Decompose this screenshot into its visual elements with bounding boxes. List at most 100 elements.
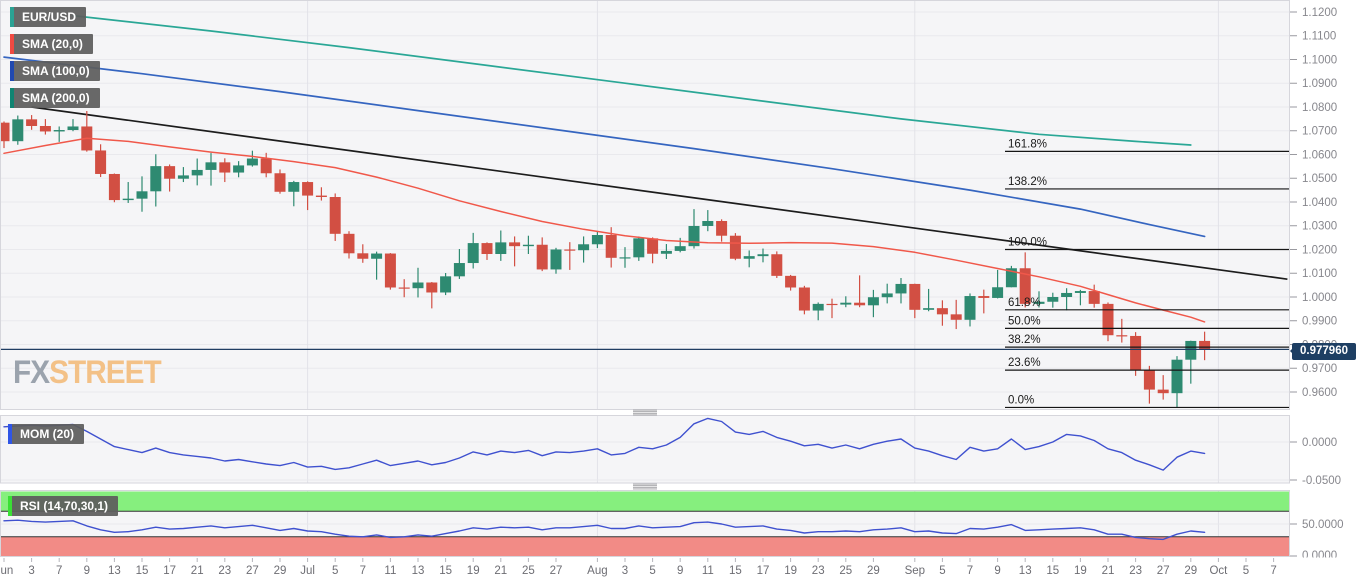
price-axis-label: 1.0400 [1302, 197, 1337, 209]
candle[interactable] [371, 251, 383, 280]
candle[interactable] [1005, 265, 1017, 288]
sma100-badge[interactable]: SMA (100,0) [10, 61, 100, 81]
candle[interactable] [122, 182, 134, 203]
candle[interactable] [1116, 318, 1128, 343]
candle[interactable] [233, 161, 245, 178]
candles[interactable] [0, 111, 1211, 408]
candle[interactable] [53, 126, 65, 142]
candle[interactable] [826, 298, 838, 319]
mom-indicator-badge[interactable]: MOM (20) [8, 424, 84, 444]
candle[interactable] [136, 176, 148, 212]
panel-resize-handle[interactable] [633, 483, 657, 490]
candle[interactable] [495, 230, 507, 261]
rsi-indicator-badge[interactable]: RSI (14,70,30,1) [8, 496, 119, 516]
candle[interactable] [440, 273, 452, 296]
candle[interactable] [205, 153, 217, 186]
candle[interactable] [164, 164, 176, 192]
candle[interactable] [798, 285, 810, 315]
candle[interactable] [481, 242, 493, 260]
candle[interactable] [647, 237, 659, 264]
candle[interactable] [550, 247, 562, 274]
candle[interactable] [39, 119, 51, 135]
candle[interactable] [895, 277, 907, 304]
candle[interactable] [426, 282, 438, 309]
candle[interactable] [509, 236, 521, 267]
candle[interactable] [1074, 289, 1086, 306]
candle[interactable] [95, 144, 107, 178]
candle[interactable] [398, 279, 410, 298]
candle[interactable] [108, 173, 120, 203]
candle[interactable] [1143, 365, 1155, 404]
candle[interactable] [785, 274, 797, 291]
candle[interactable] [288, 180, 300, 207]
candle[interactable] [771, 251, 783, 278]
candle[interactable] [329, 193, 341, 241]
candle[interactable] [840, 296, 852, 308]
candle[interactable] [1171, 356, 1183, 408]
candle[interactable] [881, 283, 893, 304]
candle[interactable] [177, 167, 189, 183]
candle[interactable] [716, 219, 728, 242]
candle[interactable] [357, 244, 369, 263]
candle[interactable] [467, 232, 479, 269]
candle[interactable] [1033, 291, 1045, 308]
sma100-label: SMA (100,0) [22, 64, 90, 78]
candle[interactable] [660, 244, 672, 259]
candle[interactable] [1019, 252, 1031, 308]
candle[interactable] [1157, 375, 1169, 400]
candle[interactable] [191, 158, 203, 186]
candle[interactable] [343, 231, 355, 259]
candle[interactable] [619, 247, 631, 268]
candle[interactable] [936, 300, 948, 326]
candle[interactable] [992, 269, 1004, 299]
candle[interactable] [964, 293, 976, 327]
candle[interactable] [909, 283, 921, 319]
candle[interactable] [26, 115, 38, 130]
candle[interactable] [246, 150, 258, 167]
candle[interactable] [757, 248, 769, 263]
candle[interactable] [1088, 284, 1100, 308]
sma200-badge[interactable]: SMA (200,0) [10, 88, 100, 108]
sma20-badge[interactable]: SMA (20,0) [10, 34, 93, 54]
symbol-badge[interactable]: EUR/USD [10, 7, 87, 27]
candle[interactable] [743, 250, 755, 268]
candle[interactable] [453, 249, 465, 279]
candle[interactable] [633, 236, 645, 261]
candle[interactable] [1130, 332, 1142, 376]
candle[interactable] [536, 237, 548, 272]
candle[interactable] [591, 231, 603, 249]
candle[interactable] [729, 233, 741, 261]
candle[interactable] [1061, 288, 1073, 311]
candle[interactable] [950, 299, 962, 330]
candle[interactable] [260, 152, 272, 178]
candle[interactable] [274, 169, 286, 194]
candle[interactable] [0, 121, 10, 149]
current-price-badge: 0.977960 [1290, 343, 1356, 360]
candle[interactable] [302, 181, 314, 211]
candle[interactable] [1199, 331, 1211, 361]
candle[interactable] [1047, 292, 1059, 308]
candle[interactable] [1185, 340, 1197, 384]
candle[interactable] [1102, 302, 1114, 342]
candle[interactable] [867, 289, 879, 318]
candle[interactable] [702, 210, 714, 232]
candle[interactable] [674, 237, 686, 253]
candle[interactable] [978, 289, 990, 314]
candle[interactable] [923, 288, 935, 312]
candle[interactable] [564, 242, 576, 270]
candle[interactable] [384, 253, 396, 290]
candle[interactable] [412, 267, 424, 298]
candle[interactable] [219, 158, 231, 183]
panel-resize-handle[interactable] [633, 409, 657, 416]
candle[interactable] [67, 119, 79, 132]
time-axis-label: 29 [274, 565, 287, 577]
candle[interactable] [812, 302, 824, 321]
candle[interactable] [150, 154, 162, 207]
mom-line [3, 417, 1206, 471]
candle[interactable] [12, 115, 24, 145]
candle[interactable] [315, 187, 327, 201]
candle[interactable] [854, 275, 866, 308]
candle[interactable] [578, 236, 590, 263]
candle[interactable] [522, 235, 534, 255]
sma100-accent-bar [10, 61, 14, 81]
